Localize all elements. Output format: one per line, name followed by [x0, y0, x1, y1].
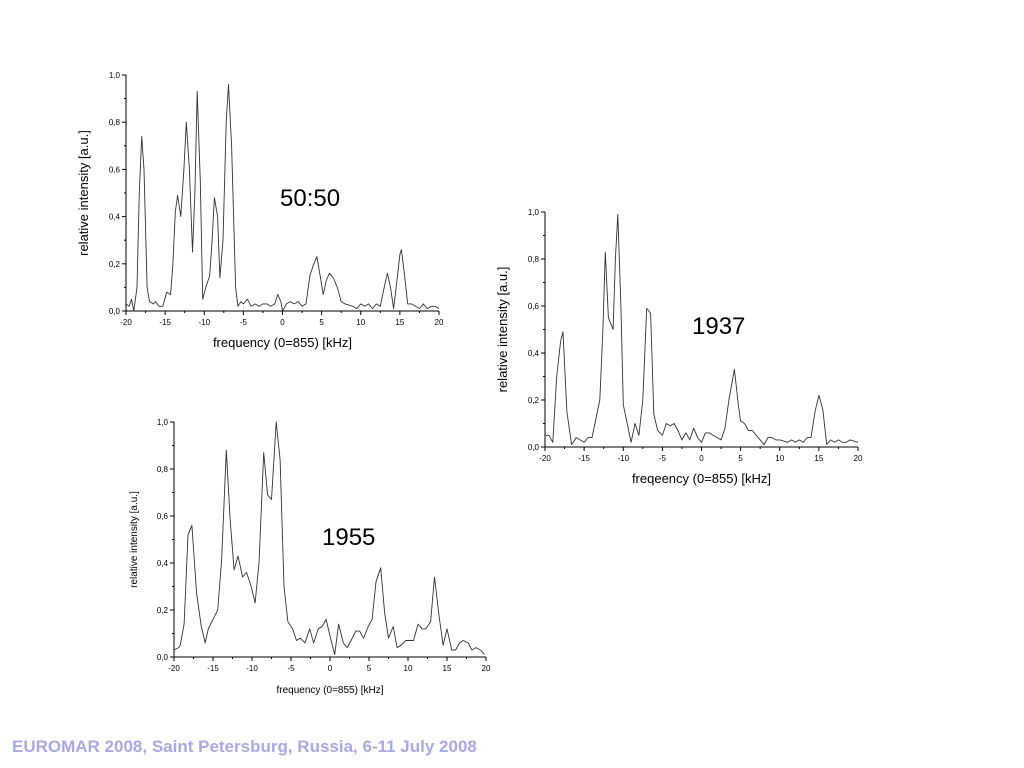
x-tick-label: 10	[775, 454, 784, 463]
x-tick-label: 5	[738, 454, 743, 463]
x-tick-label: -20	[168, 664, 180, 673]
y-tick-label: 1,0	[528, 208, 540, 217]
x-tick-label: 10	[404, 664, 413, 673]
sample-label: 1955	[322, 524, 375, 551]
y-tick-label: 0,6	[528, 302, 540, 311]
y-tick-label: 0,2	[528, 396, 540, 405]
y-axis-title: relative intensity [a.u.]	[129, 491, 140, 588]
y-tick-label: 0,0	[528, 443, 540, 452]
spectrum-line	[173, 421, 485, 656]
spectrum-line	[125, 83, 440, 312]
x-tick-label: -10	[246, 664, 258, 673]
y-tick-label: 0,6	[157, 512, 169, 521]
x-tick-label: -5	[240, 318, 248, 327]
y-tick-label: 0,8	[157, 465, 169, 474]
y-tick-label: 1,0	[157, 418, 169, 427]
x-tick-label: 15	[395, 318, 404, 327]
chart-1: 0,0 0,2 0,4 0,6 0,8 1,0 -20 -15 -10 -5 0 5 10 15 20 fre…	[76, 71, 444, 350]
y-tick-label: 0,4	[109, 213, 121, 222]
x-tick-label: -10	[617, 454, 629, 463]
footer-caption: EUROMAR 2008, Saint Petersburg, Russia, …	[12, 737, 477, 756]
y-tick-label: 0,2	[157, 606, 169, 615]
x-tick-label: 0	[699, 454, 704, 463]
y-tick-label: 0,0	[157, 653, 169, 662]
x-tick-label: -15	[578, 454, 590, 463]
x-tick-label: -15	[159, 318, 171, 327]
sample-label: 50:50	[280, 185, 340, 212]
chart-3: 0,0 0,2 0,4 0,6 0,8 1,0 -20 -15 -10 -5 0 5 10 15 20 fre…	[129, 418, 491, 696]
x-tick-label: 10	[356, 318, 365, 327]
chart-2: 0,0 0,2 0,4 0,6 0,8 1,0 -20 -15 -10 -5 0 5 10 15 20 fre…	[495, 208, 863, 486]
y-tick-label: 0,6	[109, 165, 121, 174]
y-axis-title: relative intensity [a.u.]	[76, 130, 91, 256]
x-tick-label: 15	[443, 664, 452, 673]
x-tick-label: -15	[207, 664, 219, 673]
x-tick-label: -5	[659, 454, 667, 463]
x-tick-label: 15	[814, 454, 823, 463]
x-tick-label: 20	[854, 454, 863, 463]
x-axis-title: freqeency (0=855) [kHz]	[632, 471, 771, 486]
y-axis-title: relative intensity [a.u.]	[495, 267, 510, 393]
y-tick-label: 1,0	[109, 71, 121, 80]
y-tick-label: 0,4	[157, 559, 169, 568]
x-tick-label: -20	[120, 318, 132, 327]
sample-label: 1937	[692, 313, 745, 340]
x-tick-label: -10	[198, 318, 210, 327]
x-tick-label: 20	[482, 664, 491, 673]
x-tick-label: 0	[280, 318, 285, 327]
y-tick-label: 0,8	[109, 118, 121, 127]
x-tick-label: 0	[328, 664, 333, 673]
x-tick-label: -20	[539, 454, 551, 463]
spectrum-line	[545, 213, 859, 446]
x-axis-title: frequency (0=855) [kHz]	[213, 335, 352, 350]
x-axis-title: frequency (0=855) [kHz]	[277, 685, 384, 696]
y-tick-label: 0,2	[109, 260, 121, 269]
y-tick-label: 0,4	[528, 349, 540, 358]
x-tick-label: -5	[287, 664, 295, 673]
x-tick-label: 5	[319, 318, 324, 327]
y-tick-label: 0,0	[109, 307, 121, 316]
x-tick-label: 5	[367, 664, 372, 673]
x-tick-label: 20	[435, 318, 444, 327]
y-tick-label: 0,8	[528, 255, 540, 264]
